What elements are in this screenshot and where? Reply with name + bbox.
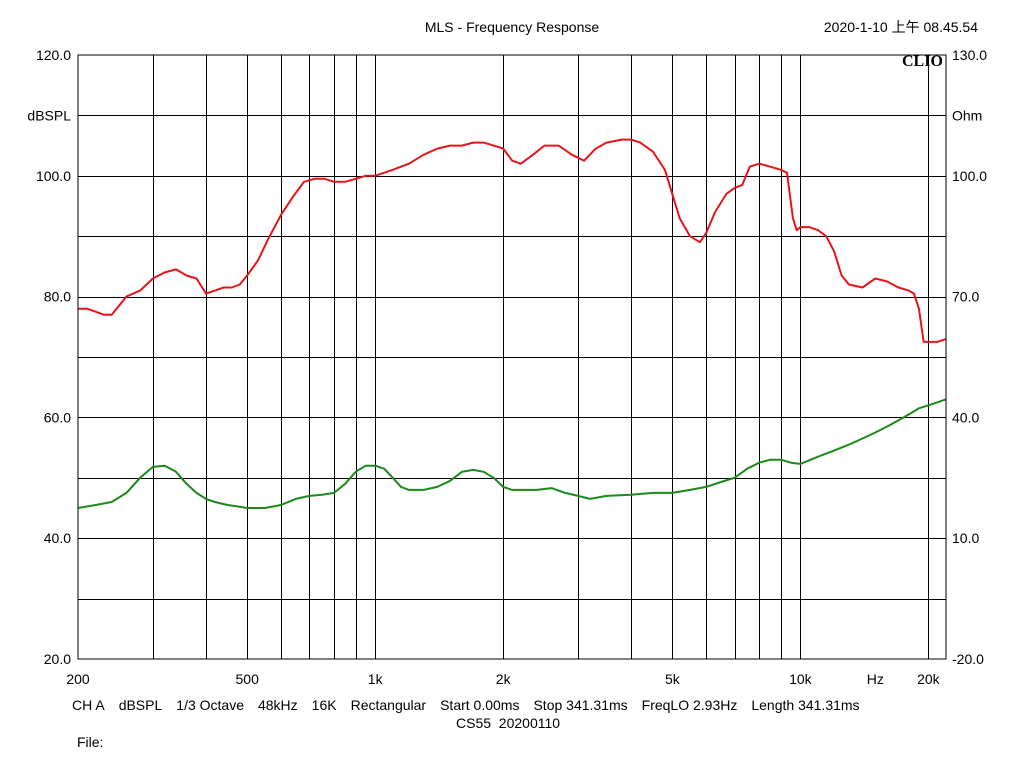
measurement-settings: CH A dBSPL 1/3 Octave 48kHz 16K Rectangular St… (72, 698, 874, 712)
y-tick-label: 20.0 (44, 651, 71, 667)
y2-tick-label: 10.0 (952, 530, 979, 546)
chart-title: MLS - Frequency Response (424, 19, 600, 35)
y2-axis-label: Ohm (952, 107, 982, 123)
file-label: File: (77, 734, 104, 750)
y-tick-label: 40.0 (44, 530, 71, 546)
x-tick-label: 500 (236, 671, 260, 687)
y-tick-label: 120.0 (36, 47, 71, 63)
x-tick-label: 200 (66, 671, 90, 687)
y2-tick-label: 70.0 (952, 289, 979, 305)
y-axis-label: dBSPL (27, 107, 71, 123)
clio-logo: CLIO (902, 53, 943, 70)
setting-item: CH A (72, 697, 105, 713)
setting-item: 16K (311, 697, 337, 713)
y-tick-label: 80.0 (44, 289, 71, 305)
setting-item: 1/3 Octave (176, 697, 244, 713)
y2-tick-label: -20.0 (952, 651, 984, 667)
plot-frame (77, 54, 947, 660)
y2-tick-label: 130.0 (952, 47, 987, 63)
setting-item: 48kHz (257, 697, 298, 713)
spl-curve (78, 138, 947, 343)
y2-tick-label: 100.0 (952, 168, 987, 184)
setting-item: dBSPL (118, 697, 163, 713)
setting-item: Length 341.31ms (751, 697, 860, 713)
setting-item: Rectangular (350, 697, 427, 713)
setting-item: FreqLO 2.93Hz (641, 697, 738, 713)
x-tick-label: 5k (665, 671, 681, 687)
x-tick-label: 20k (917, 671, 941, 687)
x-tick-label: 1k (368, 671, 384, 687)
impedance-curve (77, 398, 947, 509)
x-tick-label: Hz (867, 671, 884, 687)
setting-item: Start 0.00ms (440, 697, 520, 713)
y-tick-label: 100.0 (36, 168, 71, 184)
x-tick-label: 2k (496, 671, 512, 687)
setting-item: Stop 341.31ms (533, 697, 628, 713)
measurement-name: CS55 20200110 (456, 715, 561, 731)
timestamp: 2020-1-10 上午 08.45.54 (823, 19, 978, 35)
y2-tick-label: 40.0 (952, 409, 979, 425)
x-tick-label: 10k (789, 671, 813, 687)
y-tick-label: 60.0 (44, 409, 71, 425)
